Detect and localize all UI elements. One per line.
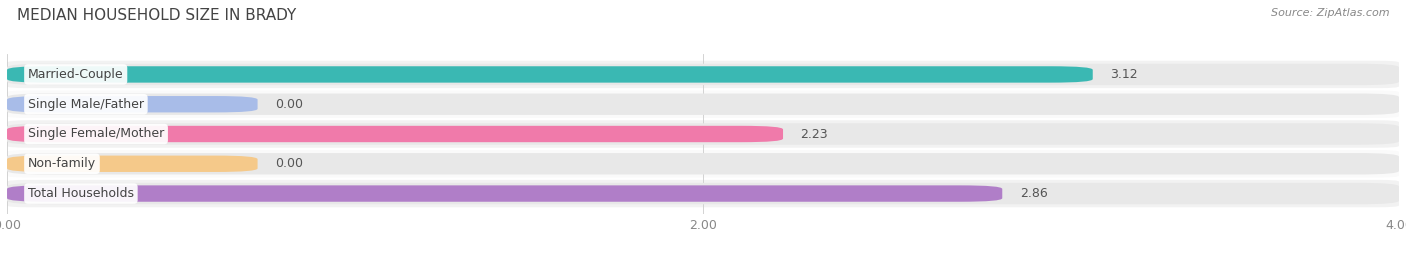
- Text: 0.00: 0.00: [276, 98, 302, 111]
- Text: Source: ZipAtlas.com: Source: ZipAtlas.com: [1271, 8, 1389, 18]
- FancyBboxPatch shape: [7, 96, 257, 112]
- FancyBboxPatch shape: [7, 183, 1399, 204]
- FancyBboxPatch shape: [7, 123, 1399, 145]
- Text: 0.00: 0.00: [276, 157, 302, 170]
- FancyBboxPatch shape: [7, 94, 1399, 115]
- FancyBboxPatch shape: [7, 156, 257, 172]
- Text: Single Male/Father: Single Male/Father: [28, 98, 143, 111]
- FancyBboxPatch shape: [7, 64, 1399, 85]
- FancyBboxPatch shape: [7, 153, 1399, 174]
- Text: Total Households: Total Households: [28, 187, 134, 200]
- FancyBboxPatch shape: [7, 185, 1002, 202]
- Text: 2.23: 2.23: [800, 128, 828, 140]
- FancyBboxPatch shape: [7, 120, 1399, 148]
- FancyBboxPatch shape: [7, 91, 1399, 118]
- FancyBboxPatch shape: [7, 180, 1399, 207]
- FancyBboxPatch shape: [7, 150, 1399, 177]
- Text: MEDIAN HOUSEHOLD SIZE IN BRADY: MEDIAN HOUSEHOLD SIZE IN BRADY: [17, 8, 297, 23]
- Text: 2.86: 2.86: [1019, 187, 1047, 200]
- FancyBboxPatch shape: [7, 61, 1399, 88]
- FancyBboxPatch shape: [7, 126, 783, 142]
- Text: Single Female/Mother: Single Female/Mother: [28, 128, 165, 140]
- Text: 3.12: 3.12: [1111, 68, 1137, 81]
- Text: Married-Couple: Married-Couple: [28, 68, 124, 81]
- FancyBboxPatch shape: [7, 66, 1092, 83]
- Text: Non-family: Non-family: [28, 157, 96, 170]
